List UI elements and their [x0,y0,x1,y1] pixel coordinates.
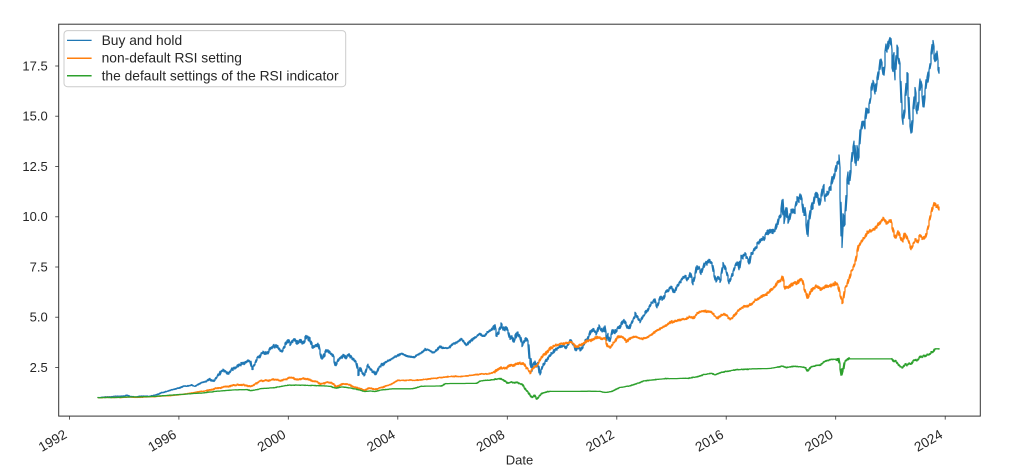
svg-text:17.5: 17.5 [22,58,47,73]
svg-text:the default settings of the RS: the default settings of the RSI indicato… [102,68,339,83]
svg-text:15.0: 15.0 [22,109,47,124]
svg-text:5.0: 5.0 [30,310,48,325]
svg-text:7.5: 7.5 [30,259,48,274]
svg-text:Buy and hold: Buy and hold [102,33,183,48]
svg-text:2.5: 2.5 [30,360,48,375]
svg-text:Date: Date [506,453,533,468]
svg-text:10.0: 10.0 [22,209,47,224]
svg-text:12.5: 12.5 [22,159,47,174]
svg-text:non-default RSI setting: non-default RSI setting [102,51,242,66]
